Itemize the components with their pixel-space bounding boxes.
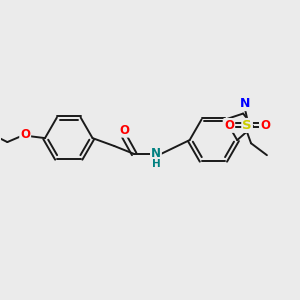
Text: O: O (20, 128, 30, 141)
Text: N: N (240, 97, 250, 110)
Text: O: O (224, 119, 234, 132)
Text: N: N (151, 148, 161, 160)
Text: S: S (242, 119, 252, 132)
Text: O: O (260, 119, 270, 132)
Text: O: O (119, 124, 129, 137)
Text: H: H (152, 159, 160, 169)
